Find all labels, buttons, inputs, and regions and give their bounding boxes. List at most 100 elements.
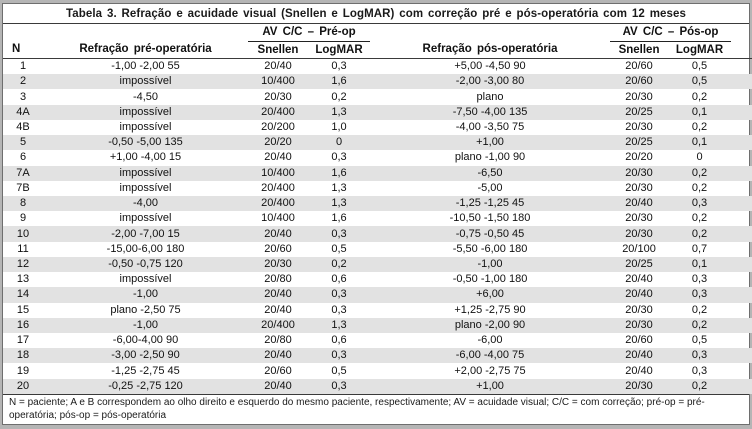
cell-post-snellen: 20/30 [610, 317, 669, 333]
cell-pre-snellen: 20/40 [248, 348, 308, 364]
cell-n: 7B [16, 181, 30, 194]
cell-n: 11 [17, 242, 29, 255]
cell-pre-logmar: 0,3 [331, 60, 347, 73]
cell-n: 16 [3, 317, 43, 333]
cell-spacer [731, 74, 752, 90]
cell-pre-refraction: -1,00 [43, 317, 248, 333]
cell-n: 2 [3, 74, 43, 90]
cell-post-snellen: 20/40 [625, 273, 653, 286]
cell-pre-snellen: 20/60 [264, 364, 292, 377]
cell-post-refraction: -6,00 [477, 334, 503, 347]
col-header-post-av-group: AV C/C – Pós-op [610, 24, 732, 42]
cell-spacer [731, 59, 752, 75]
cell-pre-snellen: 20/30 [264, 90, 292, 103]
cell-post-refraction: +1,25 -2,75 90 [454, 303, 526, 316]
table-row: 4A impossível 20/400 1,3 -7,50 -4,00 135… [3, 104, 752, 120]
cell-pre-snellen: 20/40 [264, 60, 292, 73]
cell-post-snellen: 20/100 [622, 242, 656, 255]
table-row: 20 -0,25 -2,75 120 20/40 0,3 +1,00 20/30… [3, 378, 752, 394]
cell-post-logmar: 0,2 [668, 378, 732, 394]
cell-spacer [731, 242, 752, 257]
cell-n: 9 [19, 212, 27, 225]
cell-post-logmar: 0,5 [691, 334, 708, 347]
table-row: 1 -1,00 -2,00 55 20/40 0,3 +5,00 -4,50 9… [3, 59, 752, 75]
cell-post-logmar: 0,2 [691, 90, 708, 103]
table-row: 6 +1,00 -4,00 15 20/40 0,3 plano -1,00 9… [3, 150, 752, 165]
footnote: N = paciente; A e B correspondem ao olho… [3, 394, 749, 424]
cell-post-snellen: 20/40 [625, 364, 653, 377]
cell-post-refraction: +5,00 -4,50 90 [454, 60, 526, 73]
cell-pre-refraction: -2,00 -7,00 15 [43, 226, 248, 242]
cell-post-snellen: 20/60 [625, 60, 653, 73]
cell-post-snellen: 20/40 [610, 195, 669, 212]
table-title: Tabela 3. Refração e acuidade visual (Sn… [3, 4, 749, 24]
cell-spacer [731, 181, 752, 196]
cell-post-refraction: -1,25 -1,25 45 [370, 195, 611, 212]
cell-post-refraction: -10,50 -1,50 180 [449, 212, 531, 225]
col-header-post-snellen: Snellen [618, 44, 660, 56]
cell-pre-logmar: 0,6 [331, 273, 347, 286]
table-row: 8 -4,00 20/400 1,3 -1,25 -1,25 45 20/40 … [3, 195, 752, 212]
cell-pre-snellen: 20/80 [264, 273, 292, 286]
cell-pre-logmar: 1,6 [308, 74, 371, 90]
cell-n: 1 [19, 60, 27, 73]
cell-pre-logmar: 1,3 [308, 317, 371, 333]
cell-post-refraction: -6,50 [370, 165, 611, 181]
cell-pre-snellen: 20/40 [248, 287, 308, 303]
table-header: N Refração pré-operatória AV C/C – Pré-o… [3, 24, 752, 59]
cell-post-logmar: 0,2 [668, 317, 732, 333]
cell-pre-snellen: 20/40 [264, 303, 292, 316]
col-header-pre-refraction: Refração pré-operatória [79, 43, 212, 55]
cell-post-snellen: 20/60 [610, 74, 669, 90]
cell-post-refraction: plano -1,00 90 [454, 151, 526, 164]
cell-spacer [731, 226, 752, 242]
col-header-post-refraction: Refração pós-operatória [422, 43, 558, 55]
cell-post-refraction: -5,50 -6,00 180 [452, 242, 528, 255]
table-row: 13 impossível 20/80 0,6 -0,50 -1,00 180 … [3, 272, 752, 287]
cell-spacer [731, 120, 752, 135]
table-row: 3 -4,50 20/30 0,2 plano 20/30 0,2 [3, 89, 752, 104]
cell-post-refraction: -7,50 -4,00 135 [370, 104, 611, 120]
col-header-n: N [12, 43, 21, 55]
cell-post-logmar: 0,5 [668, 74, 732, 90]
cell-post-logmar: 0,3 [668, 348, 732, 364]
cell-post-refraction: -5,00 [477, 181, 503, 194]
cell-post-refraction: plano -2,00 90 [370, 317, 611, 333]
cell-pre-snellen: 10/400 [261, 212, 295, 225]
cell-pre-snellen: 10/400 [248, 165, 308, 181]
cell-pre-logmar: 0,6 [331, 334, 347, 347]
cell-pre-refraction: impossível [119, 181, 172, 194]
table-row: 14 -1,00 20/40 0,3 +6,00 20/40 0,3 [3, 287, 752, 303]
cell-spacer [731, 165, 752, 181]
cell-post-refraction: -0,50 -1,00 180 [452, 273, 528, 286]
cell-pre-logmar: 1,6 [331, 212, 347, 225]
cell-pre-snellen: 20/20 [248, 135, 308, 151]
cell-post-logmar: 0,2 [691, 121, 708, 133]
cell-spacer [731, 378, 752, 394]
cell-post-refraction: -0,75 -0,50 45 [370, 226, 611, 242]
cell-post-snellen: 20/30 [610, 378, 669, 394]
cell-spacer [731, 195, 752, 212]
cell-post-snellen: 20/25 [610, 256, 669, 273]
cell-spacer [731, 287, 752, 303]
table-row: 10 -2,00 -7,00 15 20/40 0,3 -0,75 -0,50 … [3, 226, 752, 242]
cell-n: 15 [16, 303, 30, 316]
cell-pre-snellen: 20/40 [248, 226, 308, 242]
cell-pre-refraction: -1,25 -2,75 45 [111, 364, 180, 377]
cell-post-logmar: 0 [696, 151, 703, 164]
cell-pre-logmar: 1,6 [308, 165, 371, 181]
cell-pre-logmar: 0,3 [331, 303, 347, 316]
cell-pre-refraction: -6,00-4,00 90 [112, 334, 179, 347]
cell-pre-snellen: 20/400 [248, 195, 308, 212]
cell-pre-snellen: 20/40 [264, 151, 292, 164]
cell-pre-snellen: 20/40 [248, 378, 308, 394]
cell-post-logmar: 0,2 [691, 212, 708, 225]
cell-post-refraction: -6,00 -4,00 75 [370, 348, 611, 364]
cell-post-refraction: -4,00 -3,50 75 [455, 121, 525, 133]
cell-pre-logmar: 0,2 [331, 90, 347, 103]
cell-pre-logmar: 0,3 [308, 287, 371, 303]
cell-post-refraction: +6,00 [370, 287, 611, 303]
cell-post-snellen: 20/25 [610, 104, 669, 120]
cell-pre-snellen: 20/30 [248, 256, 308, 273]
cell-pre-refraction: -0,50 -0,75 120 [43, 256, 248, 273]
